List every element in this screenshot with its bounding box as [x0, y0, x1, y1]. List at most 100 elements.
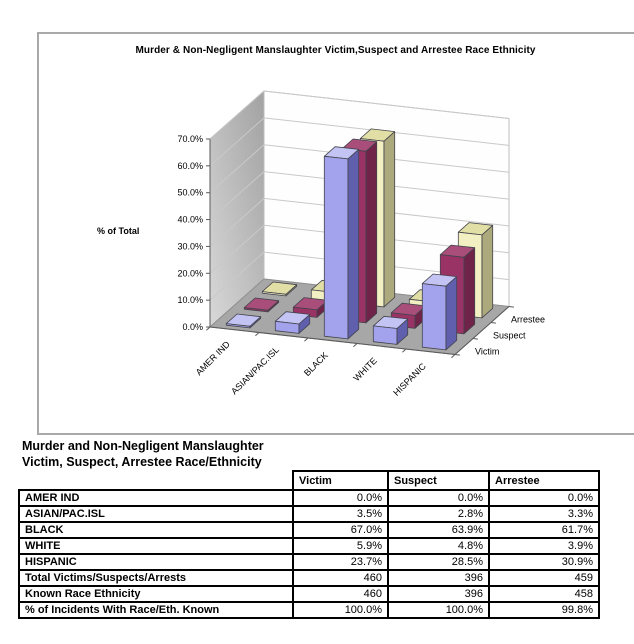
series-tick: [454, 354, 460, 356]
value-cell: 100.0%: [387, 601, 490, 619]
value-cell: 458: [488, 585, 600, 603]
category-label: BLACK: [302, 350, 330, 378]
table-row: Total Victims/Suspects/Arrests 460 396 459: [18, 569, 600, 587]
value-cell: 67.0%: [292, 521, 389, 539]
value-cell: 0.0%: [488, 489, 600, 507]
bar-victim-0-front: [225, 323, 251, 329]
table-row: Known Race Ethnicity 460 396 458: [18, 585, 600, 603]
value-cell: 23.7%: [292, 553, 389, 571]
bar-suspect-4-side: [463, 247, 476, 335]
table-title-line2: Victim, Suspect, Arrestee Race/Ethnicity: [22, 454, 262, 469]
value-cell: 5.9%: [292, 537, 389, 555]
wall-gridline: [209, 90, 265, 140]
value-tick-label: 20.0%: [177, 268, 203, 278]
category-tick: [206, 326, 211, 331]
row-label-cell: BLACK: [18, 521, 294, 539]
value-tick-label: 30.0%: [177, 241, 203, 251]
series-tick: [490, 322, 496, 324]
table-row: BLACK 67.0% 63.9% 61.7%: [18, 521, 600, 539]
category-label: ASIAN/PAC.ISL: [229, 345, 281, 397]
wall-gridline: [209, 198, 265, 247]
row-label-cell: Total Victims/Suspects/Arrests: [18, 569, 294, 587]
wall-gridline: [209, 117, 265, 167]
bar-arrestee-0-front: [261, 291, 287, 297]
chart-title: Murder & Non-Negligent Manslaughter Vict…: [135, 45, 536, 56]
table-row: WHITE 5.9% 4.8% 3.9%: [18, 537, 600, 555]
series-label: Suspect: [493, 331, 526, 341]
value-tick-label: 70.0%: [177, 134, 203, 144]
category-label: HISPANIC: [391, 361, 428, 398]
corner-cell: [19, 471, 293, 490]
value-cell: 3.5%: [292, 505, 389, 523]
table-row: AMER IND 0.0% 0.0% 0.0%: [18, 489, 600, 507]
race-ethnicity-table: Victim Suspect Arrestee AMER IND 0.0% 0.0%…: [18, 470, 600, 619]
value-tick-label: 50.0%: [177, 188, 203, 198]
value-cell: 61.7%: [488, 521, 600, 539]
bar-arrestee-4-side: [481, 224, 494, 319]
table-header-row: Victim Suspect Arrestee: [19, 470, 600, 491]
bar-victim-1-front: [274, 320, 300, 334]
wall-gridline: [209, 171, 265, 220]
bar-victim-4-front: [421, 283, 447, 351]
category-label: AMER IND: [194, 339, 233, 378]
value-cell: 3.9%: [488, 537, 600, 555]
bar-suspect-0-front: [243, 307, 269, 313]
wall-gridline: [209, 144, 265, 194]
row-label-cell: AMER IND: [18, 489, 294, 507]
series-tick: [472, 338, 478, 340]
bar-victim-2-front: [323, 155, 349, 340]
table-row: ASIAN/PAC.ISL 3.5% 2.8% 3.3%: [18, 505, 600, 523]
wall-gridline: [209, 251, 265, 301]
category-label: WHITE: [351, 356, 379, 384]
3d-bar-chart: 0.0% 10.0% 20.0% 30.0% 40.0% 50.0% 60.0% 70.0% A…: [97, 90, 545, 398]
bar-victim-2-side: [347, 148, 360, 340]
category-tick: [451, 354, 456, 359]
value-cell: 460: [292, 569, 389, 587]
row-label-cell: % of Incidents With Race/Eth. Known: [18, 601, 294, 619]
series-label: Arrestee: [511, 315, 545, 325]
bar-arrestee-2-side: [383, 131, 396, 308]
category-tick: [402, 348, 407, 353]
value-tick-label: 10.0%: [177, 295, 203, 305]
col-header-victim: Victim: [292, 470, 389, 491]
wall-gridline: [209, 224, 265, 274]
value-cell: 396: [387, 585, 490, 603]
category-tick: [353, 343, 358, 348]
value-cell: 396: [387, 569, 490, 587]
value-cell: 28.5%: [387, 553, 490, 571]
value-cell: 2.8%: [387, 505, 490, 523]
col-header-arrestee: Arrestee: [488, 470, 600, 491]
value-cell: 63.9%: [387, 521, 490, 539]
value-cell: 4.8%: [387, 537, 490, 555]
series-axis: [454, 306, 510, 355]
value-tick-label: 40.0%: [177, 215, 203, 225]
table-row: HISPANIC 23.7% 28.5% 30.9%: [18, 553, 600, 571]
category-tick: [304, 337, 309, 342]
value-cell: 0.0%: [387, 489, 490, 507]
row-label-cell: HISPANIC: [18, 553, 294, 571]
bar-victim-3-front: [372, 325, 398, 345]
value-cell: 459: [488, 569, 600, 587]
series-tick: [508, 306, 514, 308]
category-axis: [209, 326, 456, 355]
value-axis-title: % of Total: [97, 226, 139, 236]
value-tick-label: 60.0%: [177, 161, 203, 171]
value-tick-label: 0.0%: [182, 322, 203, 332]
table-row: % of Incidents With Race/Eth. Known 100.0…: [18, 601, 600, 619]
value-cell: 3.3%: [488, 505, 600, 523]
table-title: Murder and Non-Negligent Manslaughter Vi…: [22, 439, 264, 470]
bar-suspect-2-side: [365, 141, 378, 324]
value-cell: 30.9%: [488, 553, 600, 571]
row-label-cell: Known Race Ethnicity: [18, 585, 294, 603]
value-cell: 99.8%: [488, 601, 600, 619]
value-cell: 100.0%: [292, 601, 389, 619]
bar-victim-4-side: [445, 276, 458, 351]
series-label: Victim: [475, 347, 499, 357]
back-gridline: [263, 90, 510, 119]
row-label-cell: WHITE: [18, 537, 294, 555]
table-title-line1: Murder and Non-Negligent Manslaughter: [22, 439, 264, 453]
value-cell: 0.0%: [292, 489, 389, 507]
category-tick: [255, 332, 260, 337]
col-header-suspect: Suspect: [387, 470, 490, 491]
